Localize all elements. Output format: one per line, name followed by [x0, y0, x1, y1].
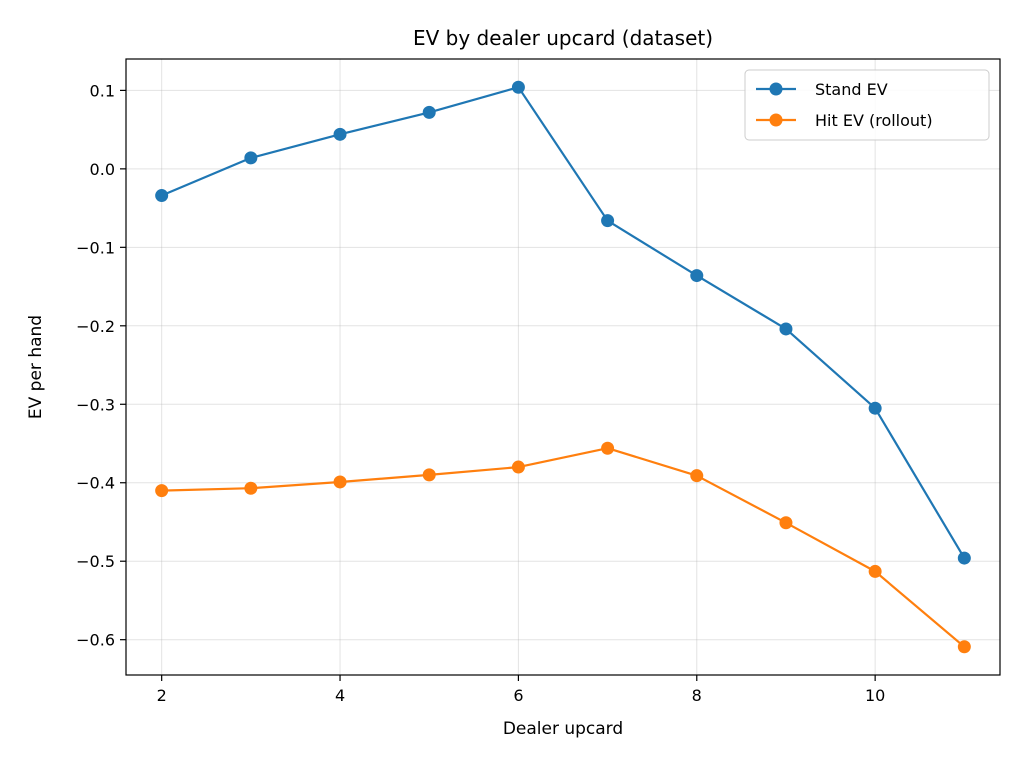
- y-tick-label: 0.1: [90, 81, 115, 100]
- data-point-hit-ev-rollout: [957, 640, 971, 654]
- data-point-stand-ev: [601, 214, 615, 228]
- data-point-stand-ev: [422, 105, 436, 119]
- y-axis: 0.1 0.0 −0.1 −0.2 −0.3 −0.4 −0.5 −0.6: [76, 81, 126, 650]
- y-tick-label: −0.2: [76, 317, 115, 336]
- data-point-stand-ev: [779, 322, 793, 336]
- series-layer: [155, 80, 971, 654]
- x-axis: 2 4 6 8 10: [157, 675, 885, 705]
- x-tick-label: 4: [335, 686, 345, 705]
- data-point-stand-ev: [244, 151, 258, 165]
- data-point-stand-ev: [868, 401, 882, 415]
- data-point-stand-ev: [957, 551, 971, 565]
- data-point-hit-ev-rollout: [601, 441, 615, 455]
- data-point-stand-ev: [155, 189, 169, 203]
- data-point-hit-ev-rollout: [868, 564, 882, 578]
- legend-label-stand-ev: Stand EV: [815, 80, 888, 99]
- series-line-hit-ev-rollout: [161, 447, 966, 648]
- y-axis-label: EV per hand: [26, 315, 46, 419]
- y-tick-label: −0.5: [76, 552, 115, 571]
- x-axis-label: Dealer upcard: [503, 719, 623, 739]
- data-point-stand-ev: [333, 127, 347, 141]
- data-point-hit-ev-rollout: [333, 475, 347, 489]
- data-point-stand-ev: [511, 80, 525, 94]
- legend-marker-hit-ev: [769, 113, 783, 127]
- y-tick-label: −0.3: [76, 395, 115, 414]
- y-tick-label: −0.6: [76, 631, 115, 650]
- chart-title: EV by dealer upcard (dataset): [413, 26, 713, 50]
- legend-marker-stand-ev: [769, 82, 783, 96]
- y-tick-label: −0.1: [76, 238, 115, 257]
- data-point-hit-ev-rollout: [779, 516, 793, 530]
- data-point-hit-ev-rollout: [244, 481, 258, 495]
- data-point-hit-ev-rollout: [155, 484, 169, 498]
- data-point-hit-ev-rollout: [422, 468, 436, 482]
- x-tick-label: 6: [513, 686, 523, 705]
- data-point-hit-ev-rollout: [690, 469, 704, 483]
- data-point-hit-ev-rollout: [511, 460, 525, 474]
- x-tick-label: 2: [157, 686, 167, 705]
- y-tick-label: 0.0: [90, 160, 115, 179]
- plot-frame: [125, 58, 1001, 676]
- series-line-stand-ev: [161, 86, 966, 559]
- y-tick-label: −0.4: [76, 474, 115, 493]
- x-tick-label: 10: [865, 686, 885, 705]
- data-point-stand-ev: [690, 269, 704, 283]
- x-tick-label: 8: [692, 686, 702, 705]
- legend-label-hit-ev: Hit EV (rollout): [815, 111, 933, 130]
- legend: Stand EV Hit EV (rollout): [744, 69, 990, 141]
- grid: [126, 59, 1000, 675]
- legend-frame: [744, 69, 990, 141]
